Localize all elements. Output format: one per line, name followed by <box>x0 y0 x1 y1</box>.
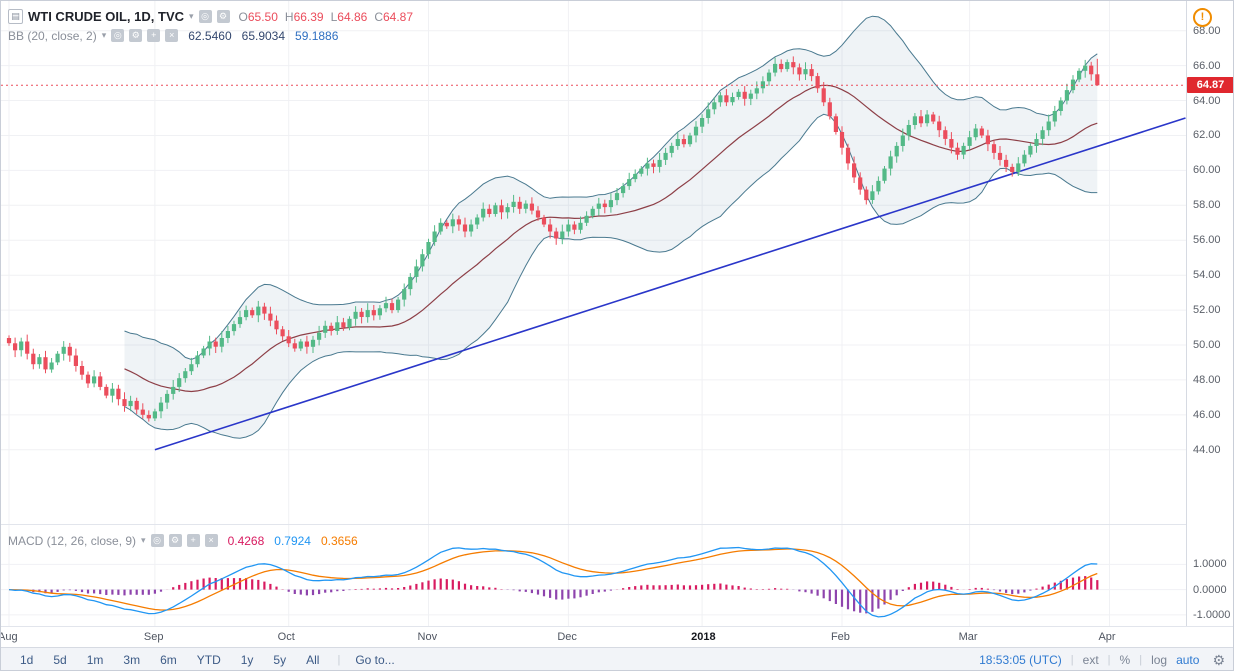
time-label-Oct: Oct <box>277 631 295 643</box>
eye-icon[interactable]: ◎ <box>150 534 164 547</box>
macd-tick-label: 0.0000 <box>1193 583 1227 596</box>
eye-icon[interactable]: ◎ <box>111 29 125 42</box>
macd-legend: MACD (12, 26, close, 9) ▾ ◎ ⚙ + × 0.4268… <box>8 531 358 550</box>
bb-lower-line <box>124 113 1098 439</box>
bb-upper-value: 65.9034 <box>241 28 286 43</box>
close-icon[interactable]: × <box>165 29 179 42</box>
toolbar-separator: | <box>1139 654 1143 666</box>
main-price-pane[interactable] <box>1 1 1186 524</box>
log-scale-toggle[interactable]: log <box>1151 653 1168 667</box>
price-tick-label: 46.00 <box>1193 408 1221 421</box>
time-label-2018: 2018 <box>691 631 716 643</box>
low-value: 64.86 <box>337 9 368 24</box>
toolbar-ranges: 1d 5d 1m 3m 6m YTD 1y 5y All <box>11 651 328 669</box>
bb-basis-value: 62.5460 <box>188 28 232 43</box>
candlestick-series <box>6 56 1100 422</box>
macd-tick-label: -1.0000 <box>1193 608 1231 621</box>
bottom-toolbar: 1d 5d 1m 3m 6m YTD 1y 5y All | Go to... 18:53:05… <box>1 647 1233 670</box>
price-tick-label: 68.00 <box>1193 24 1221 37</box>
percent-scale-toggle[interactable]: % <box>1119 653 1131 667</box>
macd-signal-value: 0.3656 <box>320 533 358 548</box>
main-gridlines <box>1 1 1186 524</box>
toolbar-separator: | <box>1070 654 1074 666</box>
range-button-1y[interactable]: 1y <box>232 651 263 669</box>
range-button-5y[interactable]: 5y <box>264 651 295 669</box>
price-tick-label: 54.00 <box>1193 269 1221 282</box>
toolbar-separator: | <box>1107 654 1111 666</box>
time-label-Aug: Aug <box>1 631 18 643</box>
chevron-down-icon[interactable]: ▾ <box>101 30 107 40</box>
open-label: O <box>238 9 248 24</box>
bb-lower-value: 59.1886 <box>295 28 339 43</box>
ohlc-values: O65.50 H66.39 L64.86 C64.87 <box>239 10 421 24</box>
add-icon[interactable]: + <box>186 534 200 547</box>
price-tick-label: 44.00 <box>1193 443 1221 456</box>
pane-separator[interactable] <box>1 524 1186 525</box>
trendline[interactable] <box>154 117 1186 451</box>
macd-line-value: 0.7924 <box>274 533 311 548</box>
price-tick-label: 52.00 <box>1193 304 1221 317</box>
last-price-badge: 64.87 <box>1187 77 1233 94</box>
time-label-Feb: Feb <box>830 631 850 643</box>
range-button-5d[interactable]: 5d <box>44 651 75 669</box>
alert-warning-icon[interactable]: ! <box>1193 8 1212 27</box>
open-value: 65.50 <box>247 9 278 24</box>
macd-pane[interactable] <box>1 525 1186 626</box>
toolbar-gear-icon[interactable]: ⚙ <box>1212 651 1225 668</box>
chevron-down-icon[interactable]: ▾ <box>189 11 194 21</box>
goto-button[interactable]: Go to... <box>349 651 400 669</box>
macd-line <box>8 546 1098 618</box>
range-button-1d[interactable]: 1d <box>11 651 42 669</box>
macd-signal-line <box>8 548 1098 611</box>
range-button-6m[interactable]: 6m <box>151 651 186 669</box>
add-icon[interactable]: + <box>147 29 161 42</box>
high-value: 66.39 <box>293 9 324 24</box>
symbol-menu-icon[interactable]: ▤ <box>8 9 23 24</box>
price-axis[interactable]: 64.87 68.00 66.00 64.00 62.00 60.00 58.00 56.0… <box>1186 1 1233 647</box>
macd-histogram-value: 0.4268 <box>227 533 265 548</box>
time-label-Apr: Apr <box>1098 631 1116 643</box>
price-tick-label: 62.00 <box>1193 129 1221 142</box>
clock-label[interactable]: 18:53:05 (UTC) <box>979 653 1062 667</box>
time-label-Mar: Mar <box>958 631 978 643</box>
time-label-Sep: Sep <box>143 631 164 643</box>
price-tick-label: 64.00 <box>1193 94 1221 107</box>
price-tick-label: 56.00 <box>1193 234 1221 247</box>
macd-indicator-label[interactable]: MACD (12, 26, close, 9) <box>8 533 137 548</box>
range-button-all[interactable]: All <box>297 651 328 669</box>
symbol-title[interactable]: WTI CRUDE OIL, 1D, TVC <box>28 9 184 24</box>
main-legend: ▤ WTI CRUDE OIL, 1D, TVC ▾ ◎ ⚙ O65.50 H66… <box>8 7 420 45</box>
price-tick-label: 60.00 <box>1193 164 1221 177</box>
price-tick-label: 48.00 <box>1193 373 1221 386</box>
macd-tick-label: 1.0000 <box>1193 558 1227 571</box>
close-value: 64.87 <box>383 9 414 24</box>
toolbar-separator: | <box>337 654 341 666</box>
price-tick-label: 58.00 <box>1193 199 1221 212</box>
bb-indicator-label[interactable]: BB (20, close, 2) <box>8 28 97 43</box>
time-label-Nov: Nov <box>417 631 438 643</box>
settings-gear-icon[interactable]: ⚙ <box>168 534 182 547</box>
time-axis[interactable]: Aug Sep Oct Nov Dec 2018 Feb Mar Apr <box>1 626 1233 647</box>
settings-gear-icon[interactable]: ⚙ <box>129 29 143 42</box>
eye-icon[interactable]: ◎ <box>198 10 212 23</box>
low-label: L <box>330 9 338 24</box>
close-label: C <box>374 9 383 24</box>
range-button-ytd[interactable]: YTD <box>188 651 230 669</box>
price-tick-label: 50.00 <box>1193 339 1221 351</box>
settings-gear-icon[interactable]: ⚙ <box>216 10 230 23</box>
bollinger-band <box>124 15 1098 439</box>
bb-upper-line <box>124 15 1098 361</box>
high-label: H <box>284 9 294 24</box>
price-tick-label: 66.00 <box>1193 59 1221 72</box>
close-icon[interactable]: × <box>204 534 218 547</box>
auto-scale-toggle[interactable]: auto <box>1176 653 1200 667</box>
time-label-Dec: Dec <box>557 631 577 643</box>
range-button-3m[interactable]: 3m <box>114 651 149 669</box>
range-button-1m[interactable]: 1m <box>78 651 113 669</box>
chevron-down-icon[interactable]: ▾ <box>141 535 146 545</box>
extended-hours-toggle[interactable]: ext <box>1082 653 1099 667</box>
